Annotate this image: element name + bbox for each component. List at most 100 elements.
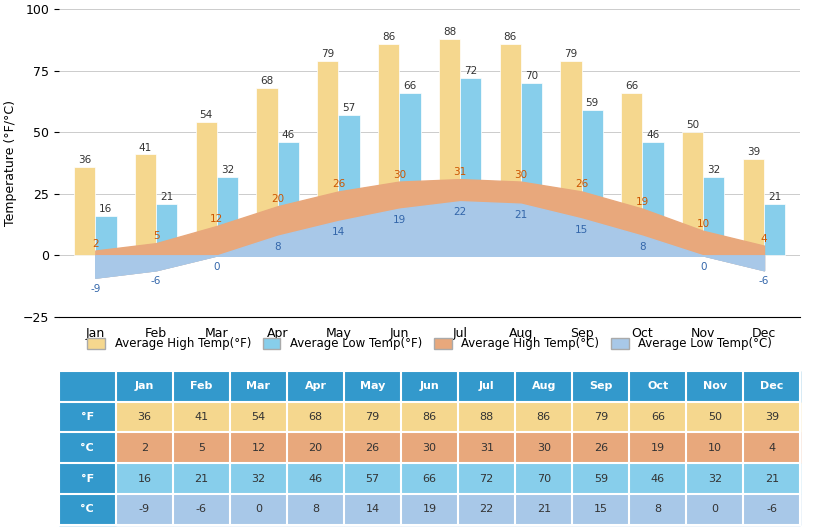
Bar <box>399 93 421 256</box>
Text: 39: 39 <box>765 412 779 422</box>
FancyBboxPatch shape <box>230 402 287 433</box>
Text: 41: 41 <box>194 412 208 422</box>
FancyBboxPatch shape <box>230 494 287 525</box>
FancyBboxPatch shape <box>344 433 401 463</box>
FancyBboxPatch shape <box>572 494 629 525</box>
FancyBboxPatch shape <box>401 463 458 494</box>
Text: 14: 14 <box>365 505 379 514</box>
Text: 32: 32 <box>707 165 720 175</box>
Text: 15: 15 <box>575 225 588 235</box>
Text: 26: 26 <box>593 443 608 453</box>
FancyBboxPatch shape <box>686 402 744 433</box>
Bar <box>74 167 95 256</box>
Text: 26: 26 <box>365 443 379 453</box>
FancyBboxPatch shape <box>116 402 173 433</box>
Bar <box>339 115 359 256</box>
FancyBboxPatch shape <box>572 402 629 433</box>
Text: 31: 31 <box>453 167 466 177</box>
Text: 72: 72 <box>480 473 494 484</box>
Text: 32: 32 <box>708 473 722 484</box>
Text: 68: 68 <box>309 412 323 422</box>
Text: 10: 10 <box>708 443 722 453</box>
Text: 86: 86 <box>504 32 517 42</box>
FancyBboxPatch shape <box>572 463 629 494</box>
Text: 26: 26 <box>575 179 588 189</box>
Text: 36: 36 <box>78 155 91 165</box>
Text: 50: 50 <box>708 412 722 422</box>
Bar <box>134 154 156 256</box>
FancyBboxPatch shape <box>686 433 744 463</box>
Text: 12: 12 <box>210 214 223 224</box>
Bar <box>642 142 664 256</box>
Bar <box>95 216 116 256</box>
FancyBboxPatch shape <box>401 402 458 433</box>
Text: 59: 59 <box>593 473 608 484</box>
Bar <box>439 39 460 256</box>
Text: °C: °C <box>81 443 95 453</box>
FancyBboxPatch shape <box>116 494 173 525</box>
FancyBboxPatch shape <box>230 433 287 463</box>
Text: 22: 22 <box>480 505 494 514</box>
FancyBboxPatch shape <box>116 463 173 494</box>
Text: 70: 70 <box>525 71 538 81</box>
Text: 88: 88 <box>480 412 494 422</box>
Text: 68: 68 <box>261 76 274 86</box>
FancyBboxPatch shape <box>572 371 629 402</box>
Text: 21: 21 <box>160 192 173 202</box>
FancyBboxPatch shape <box>744 402 800 433</box>
FancyBboxPatch shape <box>629 494 686 525</box>
Text: 19: 19 <box>636 197 649 207</box>
Bar <box>621 93 642 256</box>
Bar <box>682 132 703 256</box>
FancyBboxPatch shape <box>629 371 686 402</box>
Text: 66: 66 <box>403 81 417 91</box>
FancyBboxPatch shape <box>458 371 515 402</box>
Text: -9: -9 <box>139 505 150 514</box>
Text: 72: 72 <box>464 66 477 76</box>
Text: 21: 21 <box>768 192 781 202</box>
Text: 15: 15 <box>593 505 608 514</box>
FancyBboxPatch shape <box>344 494 401 525</box>
Text: 0: 0 <box>711 505 719 514</box>
Text: 86: 86 <box>422 412 437 422</box>
FancyBboxPatch shape <box>744 433 800 463</box>
Text: 8: 8 <box>639 242 646 252</box>
Text: 79: 79 <box>593 412 608 422</box>
FancyBboxPatch shape <box>116 371 173 402</box>
Text: 30: 30 <box>393 170 406 180</box>
Text: 30: 30 <box>515 170 527 180</box>
FancyBboxPatch shape <box>173 463 230 494</box>
Text: 19: 19 <box>422 505 437 514</box>
Text: 32: 32 <box>251 473 266 484</box>
FancyBboxPatch shape <box>59 494 116 525</box>
Text: -9: -9 <box>90 284 100 294</box>
Text: 0: 0 <box>255 505 262 514</box>
FancyBboxPatch shape <box>59 433 116 463</box>
Text: 26: 26 <box>332 179 345 189</box>
FancyBboxPatch shape <box>686 371 744 402</box>
Legend: Average High Temp(°F), Average Low Temp(°F), Average High Temp(°C), Average Low : Average High Temp(°F), Average Low Temp(… <box>83 333 777 355</box>
Text: 46: 46 <box>651 473 665 484</box>
Text: Sep: Sep <box>589 381 613 391</box>
Text: 16: 16 <box>138 473 151 484</box>
Text: 16: 16 <box>100 204 113 214</box>
Text: 21: 21 <box>765 473 779 484</box>
Text: 66: 66 <box>422 473 437 484</box>
FancyBboxPatch shape <box>344 371 401 402</box>
FancyBboxPatch shape <box>629 463 686 494</box>
Text: 21: 21 <box>537 505 551 514</box>
Text: 8: 8 <box>275 242 281 252</box>
FancyBboxPatch shape <box>344 402 401 433</box>
FancyBboxPatch shape <box>230 463 287 494</box>
FancyBboxPatch shape <box>344 463 401 494</box>
Text: 66: 66 <box>625 81 638 91</box>
Text: 5: 5 <box>198 443 205 453</box>
Text: 41: 41 <box>139 142 152 152</box>
Bar <box>743 159 764 256</box>
FancyBboxPatch shape <box>515 433 572 463</box>
Y-axis label: Temperature (°F/°C): Temperature (°F/°C) <box>4 100 17 226</box>
Text: 8: 8 <box>654 505 662 514</box>
FancyBboxPatch shape <box>515 494 572 525</box>
Text: 79: 79 <box>564 49 578 59</box>
Text: 57: 57 <box>365 473 379 484</box>
